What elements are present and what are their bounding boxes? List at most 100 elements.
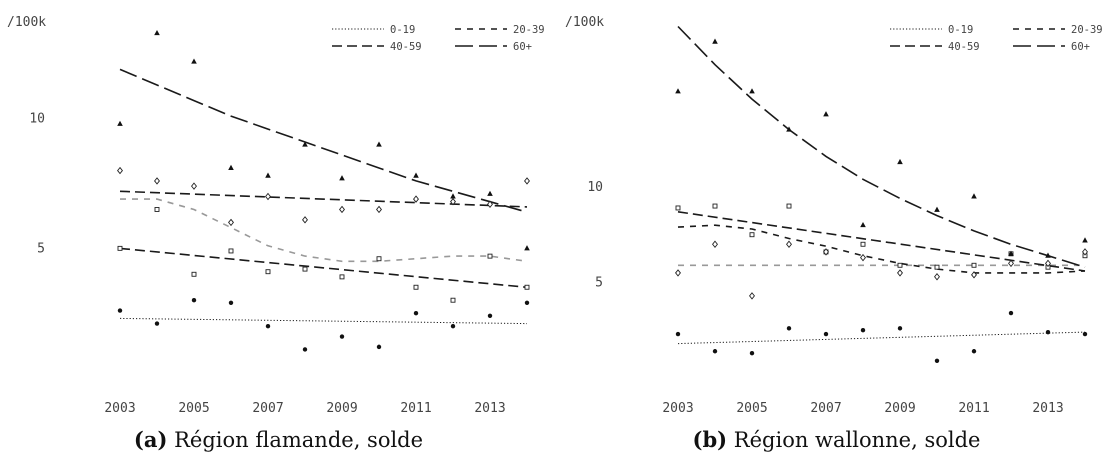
chart-a-point-20-39 [228, 248, 234, 254]
chart-a-point-60+ [154, 29, 160, 36]
chart-a-xtick-label: 2003 [104, 401, 135, 416]
chart-a-point-40-59 [265, 192, 271, 201]
chart-a-trend-0-19 [119, 317, 528, 325]
chart-a-ylabel: /100k [7, 15, 46, 30]
chart-b-point-40-59 [1045, 259, 1051, 268]
chart-b-point-60+ [1008, 250, 1014, 256]
chart-a-caption: (a) Région flamande, solde [0, 427, 557, 452]
chart-b-trend-0-19 [677, 331, 1086, 345]
chart-a-point-20-39 [524, 284, 530, 290]
chart-a-ytick-label: 5 [37, 241, 45, 256]
chart-b-point-0-19 [1008, 310, 1014, 316]
chart-a-point-60+ [376, 141, 382, 147]
chart-b-point-0-19 [823, 331, 829, 337]
chart-b-point-0-19 [786, 326, 792, 331]
chart-a-point-40-59 [154, 177, 160, 185]
chart-b-point-60+ [675, 88, 681, 94]
chart-b-point-0-19 [934, 358, 940, 364]
chart-b-point-60+ [860, 221, 866, 228]
chart-a-point-20-39 [302, 266, 308, 272]
chart-b-caption-label: (b) [692, 427, 728, 452]
chart-a-point-40-59 [339, 205, 345, 214]
chart-a-point-60+ [524, 245, 530, 251]
chart-a-point-60+ [450, 193, 456, 199]
chart-b-caption: (b) Région wallonne, solde [558, 427, 1115, 452]
chart-b-legend-label: 20-39 [1071, 24, 1103, 36]
chart-a-legend-label: 20-39 [513, 24, 545, 36]
chart-a-point-0-19 [450, 323, 456, 329]
chart-b-point-40-59 [934, 273, 940, 281]
chart-a-xtick-label: 2005 [178, 401, 209, 416]
chart-b-xtick-label: 2009 [884, 401, 915, 416]
chart-a-point-0-19 [339, 334, 345, 339]
chart-a-point-60+ [191, 58, 197, 64]
chart-b-legend-label: 0-19 [948, 24, 973, 36]
chart-b-xtick-label: 2005 [736, 401, 767, 416]
chart-a-point-60+ [302, 141, 308, 147]
chart-b-ylabel: /100k [565, 15, 604, 30]
chart-a-point-0-19 [376, 344, 382, 350]
chart-b-trend-20-39 [677, 224, 1086, 274]
chart-b-caption-text: Région wallonne, solde [733, 428, 981, 452]
chart-b-point-0-19 [712, 349, 718, 354]
chart-a-point-0-19 [228, 300, 234, 306]
chart-b-ytick-label: 5 [595, 275, 603, 290]
chart-a-caption-label: (a) [133, 427, 168, 452]
chart-a-point-40-59 [302, 216, 308, 224]
chart-a-xtick-label: 2011 [400, 401, 431, 416]
chart-a-point-0-19 [524, 300, 530, 306]
chart-a-point-40-59 [228, 218, 234, 227]
chart-a-point-0-19 [117, 308, 123, 313]
chart-a-point-20-39 [191, 271, 197, 277]
chart-b-point-60+ [749, 88, 755, 94]
chart-a-point-60+ [413, 172, 419, 178]
chart-a-point-0-19 [487, 313, 493, 318]
chart-b-point-60+ [971, 193, 977, 199]
chart-b-xtick-label: 2013 [1032, 401, 1063, 416]
chart-a-trend-60+ [119, 68, 528, 213]
chart-b-point-0-19 [1082, 331, 1088, 337]
chart-b-point-60+ [897, 158, 903, 165]
chart-a-point-0-19 [191, 298, 197, 303]
chart-b-xtick-label: 2003 [662, 401, 693, 416]
chart-a-point-60+ [487, 190, 493, 196]
chart-b-point-40-59 [749, 292, 755, 300]
chart-b-point-40-59 [823, 248, 829, 256]
chart-b-point-20-39 [897, 262, 903, 268]
chart-a-point-60+ [265, 172, 271, 178]
chart-a-point-20-39 [413, 284, 419, 290]
chart-a-point-20-39 [339, 274, 345, 280]
chart-a-point-40-59 [450, 197, 456, 206]
chart-a-point-40-59 [524, 177, 530, 185]
chart-b-point-40-59 [897, 269, 903, 277]
chart-a-legend-label: 40-59 [390, 41, 422, 53]
chart-b-trend-40-59 [677, 211, 1086, 272]
chart-a-point-40-59 [413, 195, 419, 203]
chart-a-point-20-39 [376, 256, 382, 262]
chart-b-point-60+ [823, 111, 829, 117]
chart-a-point-40-59 [376, 205, 382, 214]
chart-b-point-60+ [786, 126, 792, 132]
chart-b-point-60+ [1082, 237, 1088, 243]
chart-b-trend-60+ [677, 25, 1086, 268]
chart-b-point-0-19 [675, 331, 681, 337]
chart-b-point-40-59 [1082, 248, 1088, 256]
chart-b-point-60+ [712, 38, 718, 44]
chart-a-xtick-label: 2009 [326, 401, 357, 416]
chart-b-point-0-19 [860, 328, 866, 333]
chart-b-point-20-39 [934, 264, 940, 270]
chart-b-legend-label: 60+ [1071, 41, 1090, 53]
chart-a-point-60+ [339, 175, 345, 181]
chart-b-point-40-59 [860, 253, 866, 262]
chart-b-point-0-19 [1045, 329, 1051, 335]
chart-a-point-20-39 [117, 245, 123, 251]
chart-a-legend-label: 60+ [513, 41, 532, 53]
chart-a-point-0-19 [302, 347, 308, 352]
chart-b-xtick-label: 2007 [810, 401, 841, 416]
chart-b-point-20-39 [675, 205, 681, 211]
chart-b-legend-label: 40-59 [948, 41, 980, 53]
chart-b-point-60+ [934, 206, 940, 212]
chart-a-point-40-59 [487, 200, 493, 208]
chart-a-legend-label: 0-19 [390, 24, 415, 36]
chart-a-point-60+ [228, 164, 234, 170]
